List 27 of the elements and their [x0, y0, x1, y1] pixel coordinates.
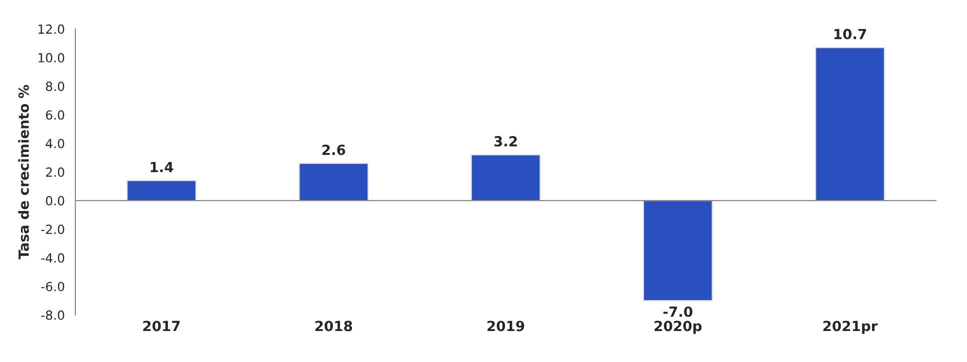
- y-tick-label: -8.0: [41, 310, 64, 320]
- data-label: 10.7: [834, 28, 866, 40]
- bar: [470, 154, 541, 202]
- y-tick-label: -4.0: [41, 253, 64, 263]
- data-label: 2.6: [322, 144, 346, 156]
- y-tick-label: -6.0: [41, 282, 64, 292]
- x-tick-label: 2021pr: [823, 320, 878, 334]
- data-label: 3.2: [494, 136, 517, 147]
- bar: [642, 200, 713, 302]
- data-label: -7.0: [663, 306, 692, 317]
- y-tick-label: 0.0: [46, 196, 64, 206]
- x-tick-label: 2019: [488, 320, 524, 332]
- bar: [126, 180, 196, 202]
- bar: [298, 162, 369, 202]
- data-label: 1.4: [150, 162, 174, 172]
- y-axis-title: Tasa de crecimiento %: [18, 85, 29, 260]
- y-tick-label: 12.0: [38, 24, 64, 34]
- bar: [815, 46, 885, 202]
- y-tick-label: 6.0: [46, 110, 64, 120]
- y-tick-label: 10.0: [38, 53, 64, 62]
- y-tick-label: -2.0: [41, 224, 64, 234]
- x-tick-label: 2020p: [654, 320, 702, 334]
- y-tick-label: 8.0: [46, 82, 64, 92]
- x-tick-label: 2018: [315, 320, 352, 332]
- y-tick-label: 2.0: [46, 167, 64, 177]
- y-tick-label: 4.0: [46, 138, 64, 148]
- x-tick-label: 2017: [143, 320, 180, 332]
